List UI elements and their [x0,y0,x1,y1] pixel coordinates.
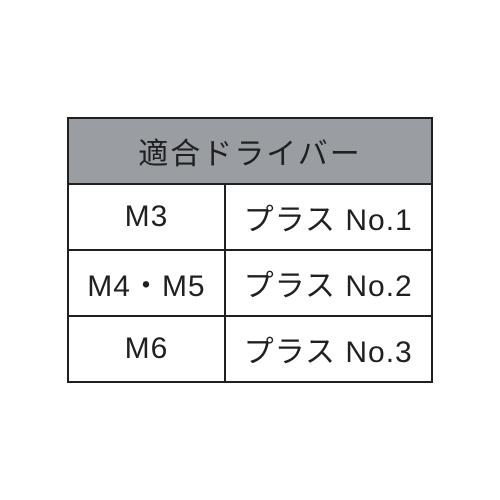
table-row: M4・M5 プラス No.2 [68,250,431,316]
driver-cell: プラス No.2 [225,250,432,316]
driver-cell: プラス No.3 [225,316,432,382]
compatible-driver-table: 適合ドライバー M3 プラス No.1 M4・M5 プラス No.2 M6 プラ… [67,117,432,383]
size-cell: M4・M5 [68,250,224,316]
table-header-row: 適合ドライバー [68,118,431,184]
table-header: 適合ドライバー [68,118,431,184]
size-cell: M6 [68,316,224,382]
table-row: M3 プラス No.1 [68,184,431,250]
size-cell: M3 [68,184,224,250]
table-row: M6 プラス No.3 [68,316,431,382]
page-container: 適合ドライバー M3 プラス No.1 M4・M5 プラス No.2 M6 プラ… [0,0,500,500]
driver-cell: プラス No.1 [225,184,432,250]
